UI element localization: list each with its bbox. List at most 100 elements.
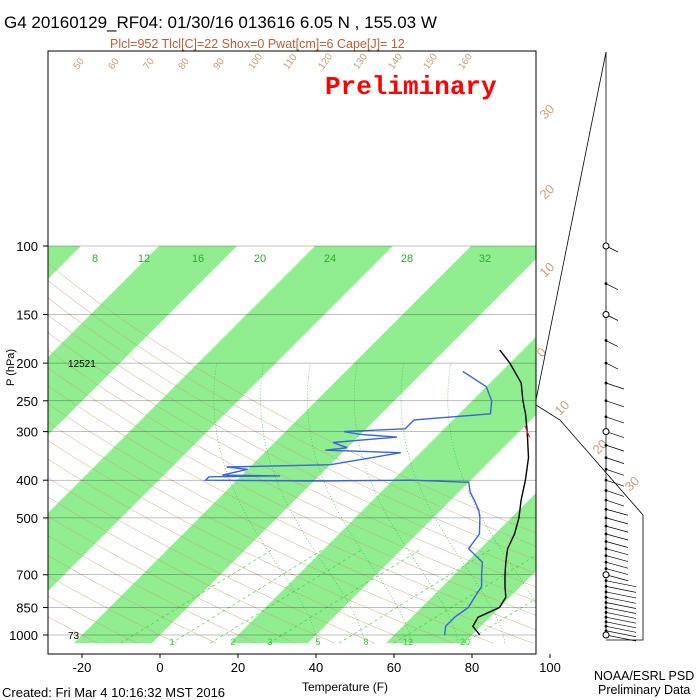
wind-barb xyxy=(605,630,637,638)
x-axis-label: Temperature (F) xyxy=(302,680,388,694)
mixing-ratio-label: 20 xyxy=(254,253,266,265)
x-tick-label: -20 xyxy=(73,660,92,675)
y-tick-label: 700 xyxy=(16,568,38,583)
temperature-band xyxy=(229,336,536,644)
dry-adiabat xyxy=(48,349,536,602)
y-axis-label: P (hPa) xyxy=(5,349,17,386)
mixing-ratio-label: 2 xyxy=(230,637,235,647)
dry-adiabat xyxy=(48,535,257,644)
plot-frame xyxy=(47,50,537,655)
wind-barbs xyxy=(535,51,644,642)
wind-barb xyxy=(605,607,637,614)
wind-barb xyxy=(605,621,637,629)
wind-barb-point xyxy=(604,361,608,365)
wind-barb xyxy=(605,533,629,541)
isotherm-label: 10 xyxy=(537,259,558,280)
wind-barb-point xyxy=(604,611,608,614)
wind-barb xyxy=(605,382,625,390)
y-tick-label: 300 xyxy=(16,425,38,440)
y-tick-label: 400 xyxy=(16,473,38,488)
dry-adiabat xyxy=(48,421,494,644)
wind-barb xyxy=(605,400,625,408)
wind-barb-point xyxy=(604,554,608,557)
x-tick-label: 80 xyxy=(465,660,479,675)
y-tick-label: 850 xyxy=(16,601,38,616)
credit-line-1: NOAA/ESRL PSD xyxy=(594,669,694,683)
y-tick-label: 250 xyxy=(16,394,38,409)
x-tick-label: 40 xyxy=(309,660,323,675)
wind-barb xyxy=(605,444,625,452)
wind-barb-point xyxy=(604,415,608,419)
wind-barb xyxy=(605,602,637,609)
dewpoint-line xyxy=(203,370,493,636)
dry-adiabat xyxy=(48,314,536,574)
plot-area xyxy=(48,51,536,654)
wind-barb xyxy=(605,586,637,593)
dry-adiabat xyxy=(48,297,536,561)
wind-barb xyxy=(605,541,629,548)
wind-barb xyxy=(605,591,637,599)
temperature-line xyxy=(472,349,530,636)
temperature-band xyxy=(385,492,536,644)
calm-wind-circle xyxy=(602,428,610,436)
wind-barb-point xyxy=(604,339,608,342)
wind-barb-point xyxy=(604,399,608,403)
wind-barb xyxy=(605,525,629,533)
credit-line-2: Preliminary Data xyxy=(598,683,690,697)
dry-adiabat xyxy=(48,555,217,644)
wind-barb-point xyxy=(604,443,608,447)
wind-barb-point xyxy=(604,560,608,564)
wind-barb-point xyxy=(604,381,608,385)
mixing-ratio-label: 32 xyxy=(479,253,491,265)
dry-adiabat xyxy=(48,332,536,588)
wind-barb xyxy=(605,416,625,424)
wind-barb-point xyxy=(604,507,608,511)
wind-barb xyxy=(605,596,637,604)
chart-subtitle: Plcl=952 Tlcl[C]=22 Shox=0 Pwat[cm]=6 Ca… xyxy=(110,37,405,51)
wind-barb xyxy=(605,612,637,619)
mixing-ratio-label: 1 xyxy=(169,637,174,647)
wind-barb-point xyxy=(604,489,608,492)
height-label: 12521 xyxy=(68,359,96,370)
isotherm-label: 30 xyxy=(537,101,558,122)
wind-barb-point xyxy=(604,478,608,482)
wind-barb-point xyxy=(604,516,608,520)
parcel-segment-line xyxy=(524,425,531,438)
wind-barb xyxy=(605,490,625,497)
wind-barb-point xyxy=(604,615,608,619)
wind-barb-point xyxy=(604,532,608,536)
dry-adiabat xyxy=(48,280,536,547)
y-tick-label: 500 xyxy=(16,511,38,526)
dry-adiabat xyxy=(48,477,375,644)
temperature-band xyxy=(73,246,536,644)
wind-barb-point xyxy=(604,456,608,460)
wind-barb-point xyxy=(604,629,608,633)
dry-adiabat xyxy=(48,458,415,644)
temperature-band xyxy=(48,246,237,435)
calm-wind-circle xyxy=(602,631,610,639)
x-tick-label: 0 xyxy=(156,660,163,675)
created-timestamp: Created: Fri Mar 4 10:16:32 MST 2016 xyxy=(2,685,225,700)
wind-barb-point xyxy=(604,547,608,551)
mixing-ratio-label: 8 xyxy=(363,637,368,647)
dry-adiabat xyxy=(48,385,536,631)
y-tick-label: 100 xyxy=(16,239,38,254)
wind-barb xyxy=(605,625,637,633)
mixing-ratio-label: 24 xyxy=(324,253,336,265)
preliminary-watermark: Preliminary xyxy=(325,72,497,102)
wind-barb-point xyxy=(604,579,608,583)
dry-adiabat xyxy=(48,403,534,644)
wind-barb-point xyxy=(604,540,608,543)
wind-barb-point xyxy=(604,498,608,502)
mixing-ratio-label: 12 xyxy=(403,637,413,647)
x-tick-label: 20 xyxy=(231,660,245,675)
wind-barb xyxy=(605,568,629,575)
mixing-ratio-label: 16 xyxy=(192,253,204,265)
wind-barb xyxy=(605,561,629,569)
wind-barb-point xyxy=(604,567,608,570)
dry-adiabat xyxy=(48,496,336,644)
mixing-ratio-label: 8 xyxy=(92,253,98,265)
wind-barb xyxy=(605,616,637,624)
calm-wind-circle xyxy=(602,571,610,579)
